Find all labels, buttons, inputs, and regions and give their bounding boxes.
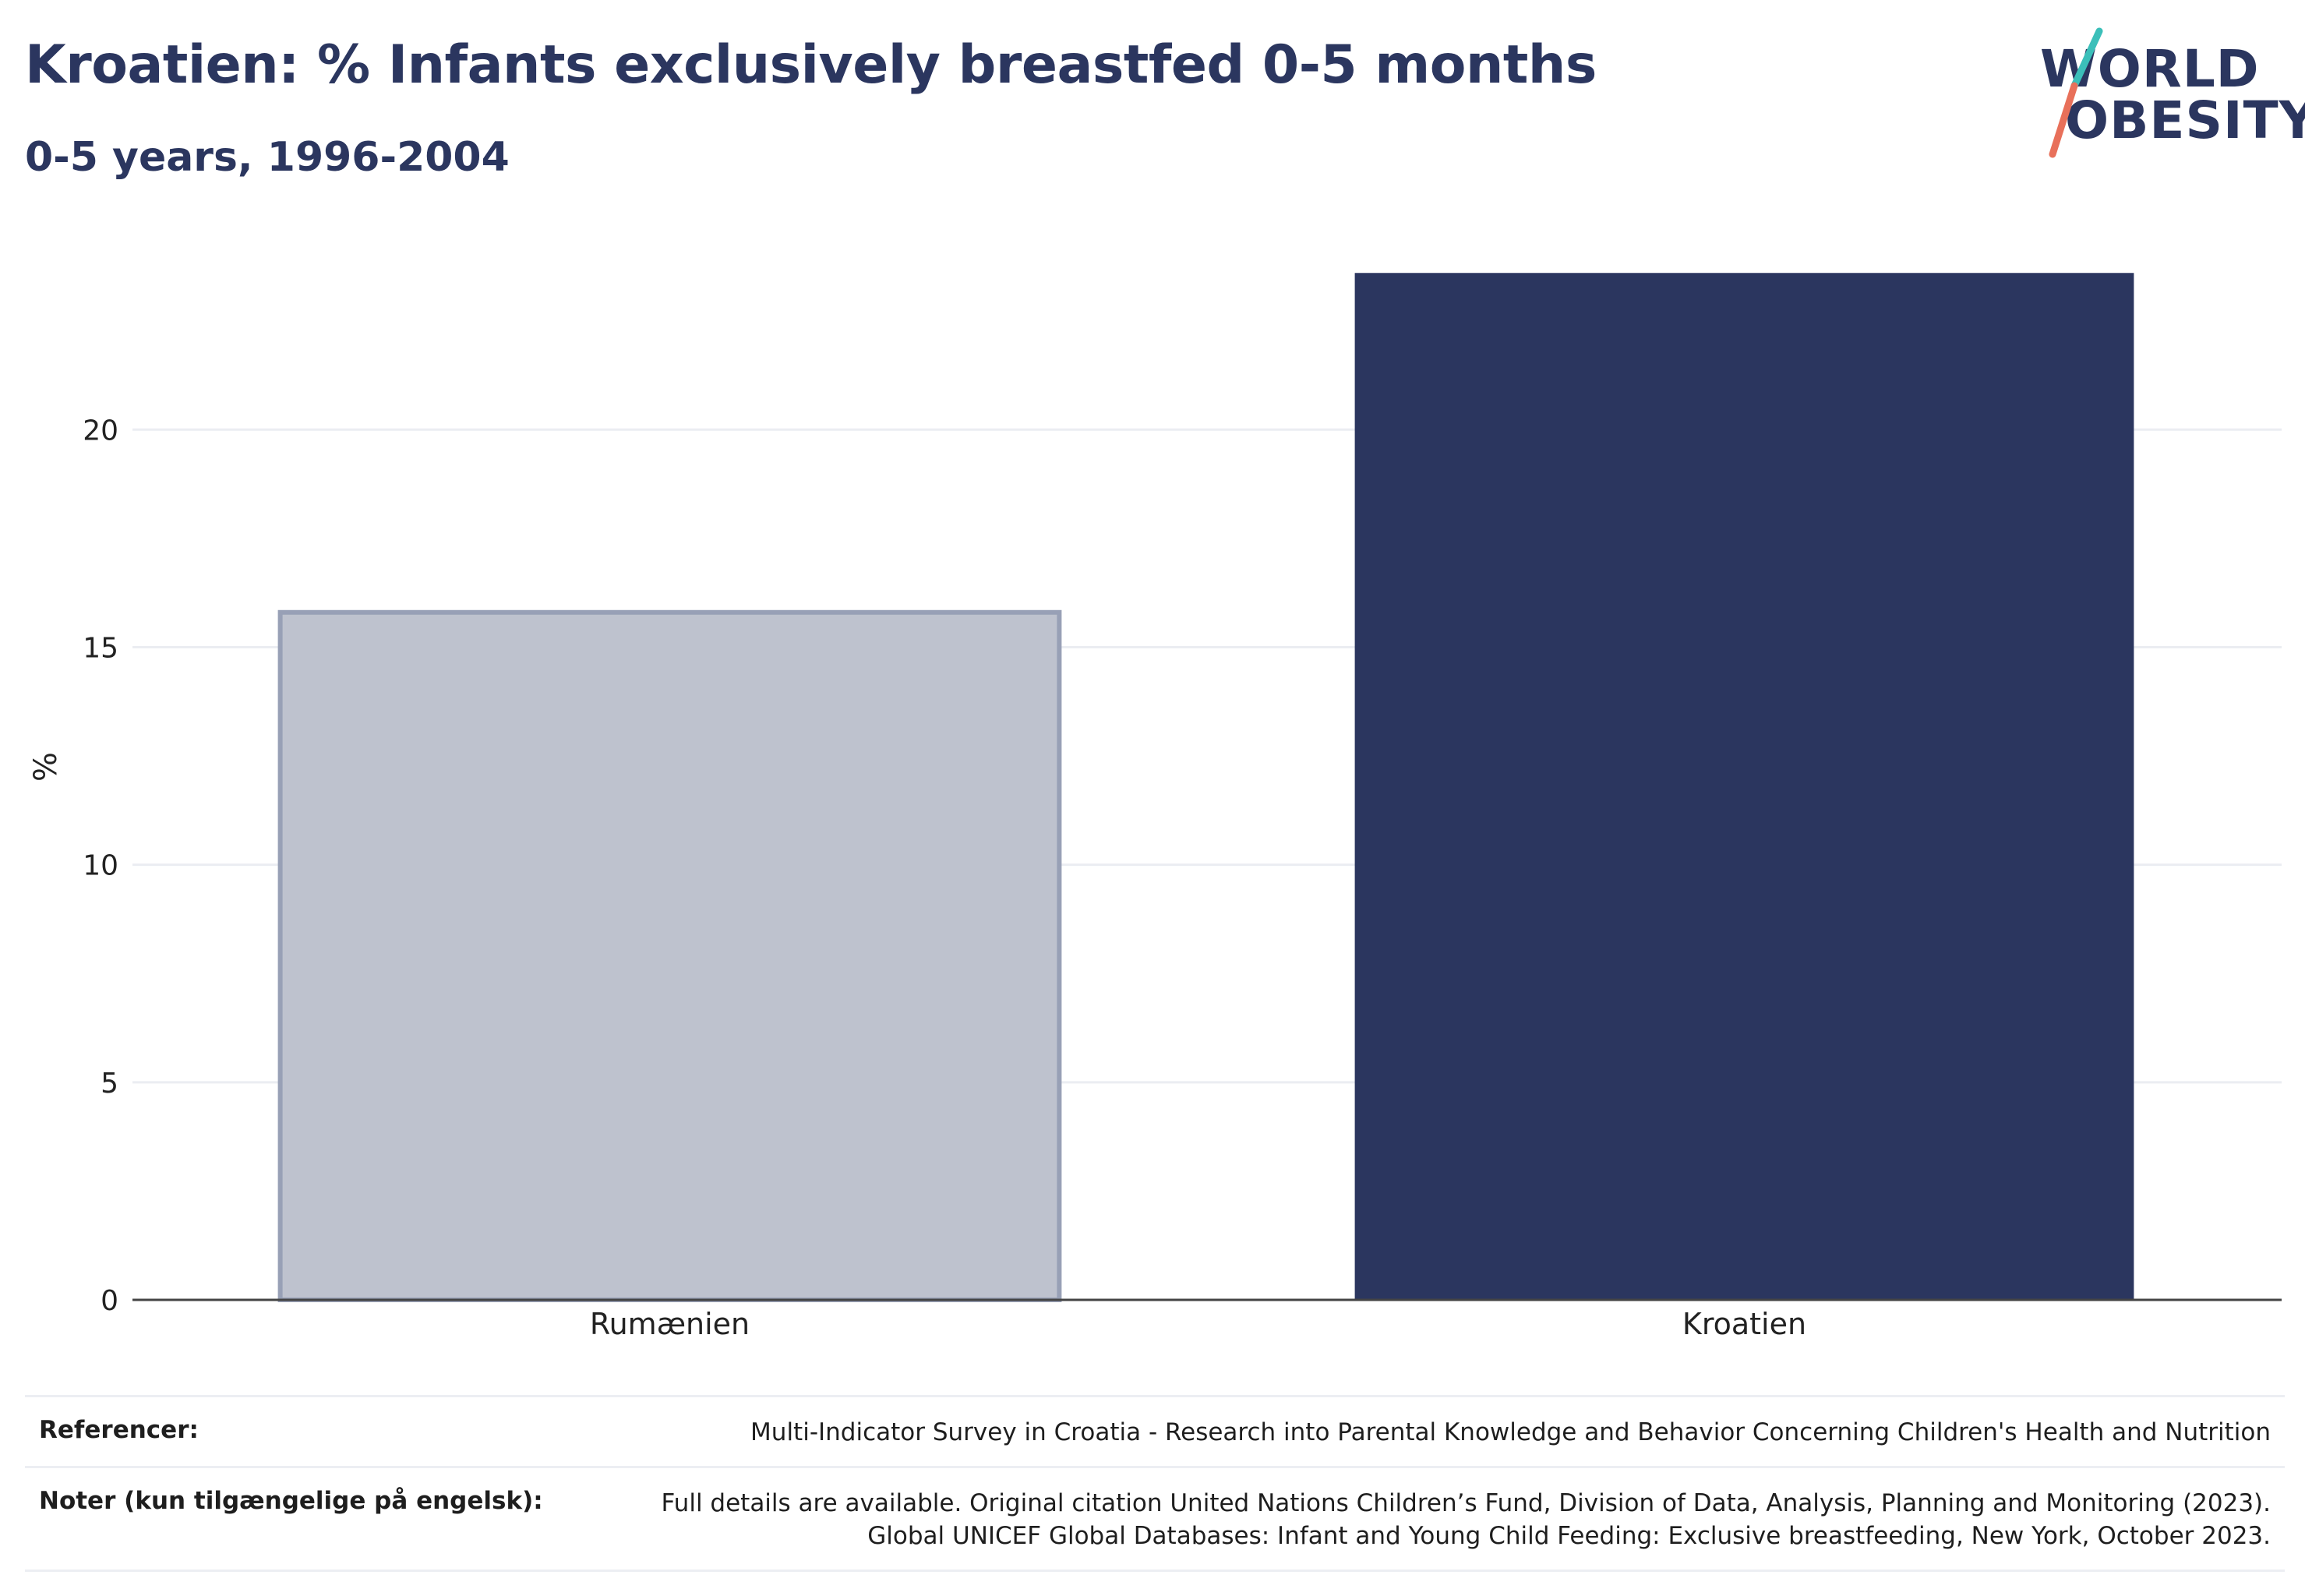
bar-rumænien[interactable] [277,609,1062,1302]
y-tick-label: 10 [83,850,118,882]
logo-slash-icon [2049,27,2103,158]
chart-footer: Referencer: Multi-Indicator Survey in Cr… [25,1395,2285,1572]
chart-canvas: 0 5 10 15 20 Rumænien Kroatien% [28,273,2282,1341]
references-text: Multi-Indicator Survey in Croatia - Rese… [750,1418,2271,1446]
bar-kroatien[interactable] [1354,273,2134,1300]
notes-label: Noter (kun tilgængelige på engelsk): [39,1487,543,1515]
chart-subtitle: 0-5 years, 1996-2004 [25,134,510,181]
notes-row: Noter (kun tilgængelige på engelsk): Ful… [25,1466,2285,1572]
bar-chart: 0 5 10 15 20 Rumænien Kroatien% [0,195,2305,1364]
x-category-label: Rumænien [590,1307,750,1341]
references-label: Referencer: [39,1416,199,1444]
chart-title: Kroatien: % Infants exclusively breastfe… [25,34,1597,96]
references-row: Referencer: Multi-Indicator Survey in Cr… [25,1395,2285,1466]
notes-text: Full details are available. Original cit… [662,1487,2271,1552]
x-category-label: Kroatien [1682,1307,1806,1341]
y-tick-label: 15 [83,632,118,664]
y-axis-label: % [28,752,64,782]
y-tick-label: 20 [83,415,118,447]
notes-line-2: Global UNICEF Global Databases: Infant a… [867,1522,2271,1550]
logo-line-2: OBESITY [2065,90,2305,150]
world-obesity-logo: WORLD OBESITY [2026,22,2305,162]
y-tick-label: 5 [101,1068,118,1100]
notes-line-1: Full details are available. Original cit… [661,1489,2271,1517]
y-tick-label: 0 [101,1285,118,1317]
